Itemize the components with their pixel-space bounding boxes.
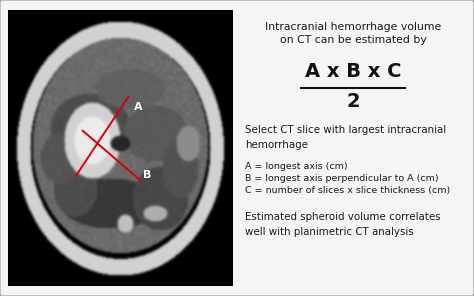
Text: Estimated spheroid volume correlates
well with planimetric CT analysis: Estimated spheroid volume correlates wel… — [245, 212, 441, 237]
Bar — [8, 10, 233, 286]
Text: A x B x C: A x B x C — [305, 62, 402, 81]
Text: 2: 2 — [346, 92, 360, 111]
Text: on CT can be estimated by: on CT can be estimated by — [280, 35, 427, 45]
Text: A = longest axis (cm): A = longest axis (cm) — [245, 162, 347, 171]
Text: C = number of slices x slice thickness (cm): C = number of slices x slice thickness (… — [245, 186, 450, 195]
Text: B: B — [143, 170, 151, 181]
Text: Select CT slice with largest intracranial
hemorrhage: Select CT slice with largest intracrania… — [245, 125, 446, 150]
Text: Intracranial hemorrhage volume: Intracranial hemorrhage volume — [265, 22, 442, 32]
Text: B = longest axis perpendicular to A (cm): B = longest axis perpendicular to A (cm) — [245, 174, 438, 183]
Text: A: A — [134, 102, 142, 112]
